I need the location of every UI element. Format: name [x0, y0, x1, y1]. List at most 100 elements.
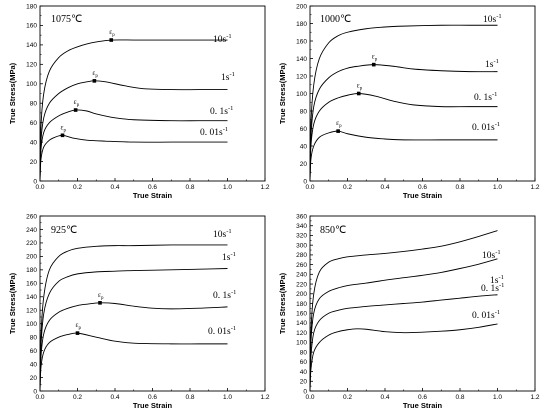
peak-marker: [73, 108, 78, 112]
series-line: [39, 244, 228, 392]
series-line: [39, 302, 228, 392]
y-tick-label: 60: [300, 126, 308, 133]
y-tick-label: 40: [30, 139, 38, 146]
series-line: [309, 230, 498, 392]
y-axis-title: True Stress(MPa): [278, 272, 287, 334]
x-axis-title: True Strain: [403, 191, 443, 200]
temperature-label: 925℃: [51, 225, 77, 236]
series-line: [39, 134, 228, 182]
y-tick-label: 40: [300, 143, 308, 150]
y-tick-label: 120: [26, 62, 37, 69]
series-line: [39, 39, 228, 182]
y-tick-label: 80: [300, 349, 308, 356]
plot-frame: [309, 5, 536, 182]
y-tick-label: 260: [296, 262, 307, 269]
y-tick-label: 360: [296, 213, 307, 220]
plot-frame: [309, 215, 536, 392]
peak-strain-label: εp: [92, 69, 98, 79]
y-tick-label: 0: [303, 388, 307, 395]
y-tick-label: 20: [30, 375, 38, 382]
y-tick-label: 200: [296, 3, 307, 10]
peak-marker: [75, 331, 80, 335]
strain-rate-label: 10s-1: [482, 249, 501, 261]
y-tick-label: 160: [296, 311, 307, 318]
peak-strain-label: εp: [61, 123, 67, 133]
y-tick-label: 140: [296, 320, 307, 327]
x-tick-label: 0.0: [305, 394, 314, 401]
y-tick-label: 80: [30, 101, 38, 108]
y-tick-label: 160: [26, 281, 37, 288]
x-tick-label: 1.0: [223, 394, 232, 401]
y-tick-label: 200: [26, 254, 37, 261]
strain-rate-label: 0. 1s-1: [213, 289, 236, 301]
x-tick-label: 0.8: [185, 184, 194, 191]
y-tick-label: 160: [26, 23, 37, 30]
y-tick-label: 260: [26, 213, 37, 220]
y-tick-label: 140: [26, 294, 37, 301]
x-tick-label: 1.2: [530, 184, 539, 191]
y-tick-label: 20: [300, 161, 308, 168]
y-axis-title: True Stress(MPa): [8, 62, 17, 124]
x-axis-title: True Strain: [403, 401, 443, 410]
y-tick-label: 40: [300, 369, 308, 376]
series-line: [309, 294, 498, 392]
x-tick-label: 1.2: [530, 394, 539, 401]
x-tick-label: 0.2: [73, 394, 82, 401]
strain-rate-label: 0. 1s-1: [474, 91, 497, 103]
strain-rate-label: 0. 1s-1: [210, 105, 233, 117]
y-tick-label: 180: [26, 267, 37, 274]
y-tick-label: 100: [26, 81, 37, 88]
strain-rate-label: 0. 01s-1: [200, 126, 228, 138]
series-line: [309, 93, 498, 182]
x-tick-label: 1.2: [260, 184, 269, 191]
peak-marker: [356, 91, 361, 96]
x-tick-label: 0.2: [343, 184, 352, 191]
y-tick-label: 120: [296, 73, 307, 80]
x-tick-label: 0.0: [35, 184, 44, 191]
temperature-label: 1075℃: [51, 14, 82, 25]
y-tick-label: 200: [296, 291, 307, 298]
x-tick-label: 0.8: [455, 394, 464, 401]
strain-rate-label: 10s-1: [213, 33, 232, 45]
y-tick-label: 100: [26, 321, 37, 328]
x-tick-label: 0.6: [418, 394, 427, 401]
y-tick-label: 100: [296, 340, 307, 347]
y-axis-title: True Stress(MPa): [278, 62, 287, 124]
peak-marker: [60, 133, 65, 138]
series-line: [39, 80, 228, 182]
peak-marker: [98, 301, 102, 305]
y-tick-label: 20: [30, 159, 38, 166]
peak-marker: [109, 38, 114, 42]
x-axis-title: True Strain: [133, 191, 173, 200]
y-tick-label: 0: [33, 388, 37, 395]
x-tick-label: 1.0: [493, 184, 502, 191]
x-tick-label: 0.6: [148, 394, 157, 401]
y-tick-label: 60: [30, 120, 38, 127]
y-tick-label: 80: [30, 334, 38, 341]
chart-panel-4: 0.0 0.2 0.4 0.6 0.8 1.0 1.2 0 20 40 60 80 100 120 140 1…: [278, 213, 540, 410]
y-tick-label: 240: [26, 227, 37, 234]
y-tick-label: 140: [26, 42, 37, 49]
strain-rate-label: 10s-1: [483, 13, 502, 25]
peak-strain-label: εp: [76, 321, 82, 331]
strain-rate-label: 0. 01s-1: [472, 309, 500, 321]
x-tick-label: 0.6: [418, 184, 427, 191]
peak-marker: [92, 79, 97, 83]
y-tick-label: 140: [296, 56, 307, 63]
y-tick-label: 40: [30, 361, 38, 368]
peak-strain-label: εp: [336, 119, 342, 129]
peak-strain-label: εp: [372, 53, 378, 63]
series-line: [39, 268, 228, 392]
plot-frame: [39, 215, 266, 392]
y-tick-label: 220: [296, 281, 307, 288]
strain-rate-label: 1s-1: [222, 251, 236, 263]
chart-panel-1: 0.0 0.2 0.4 0.6 0.8 1.0 1.2 0 20 40 60 80 100 120 140 1…: [8, 3, 270, 200]
y-tick-label: 340: [296, 223, 307, 230]
y-tick-label: 180: [296, 301, 307, 308]
y-tick-label: 320: [296, 233, 307, 240]
series-line: [39, 109, 228, 182]
temperature-label: 850℃: [320, 225, 346, 236]
series-line: [309, 258, 498, 392]
strain-rate-label: 0. 01s-1: [208, 325, 236, 337]
y-tick-label: 300: [296, 242, 307, 249]
